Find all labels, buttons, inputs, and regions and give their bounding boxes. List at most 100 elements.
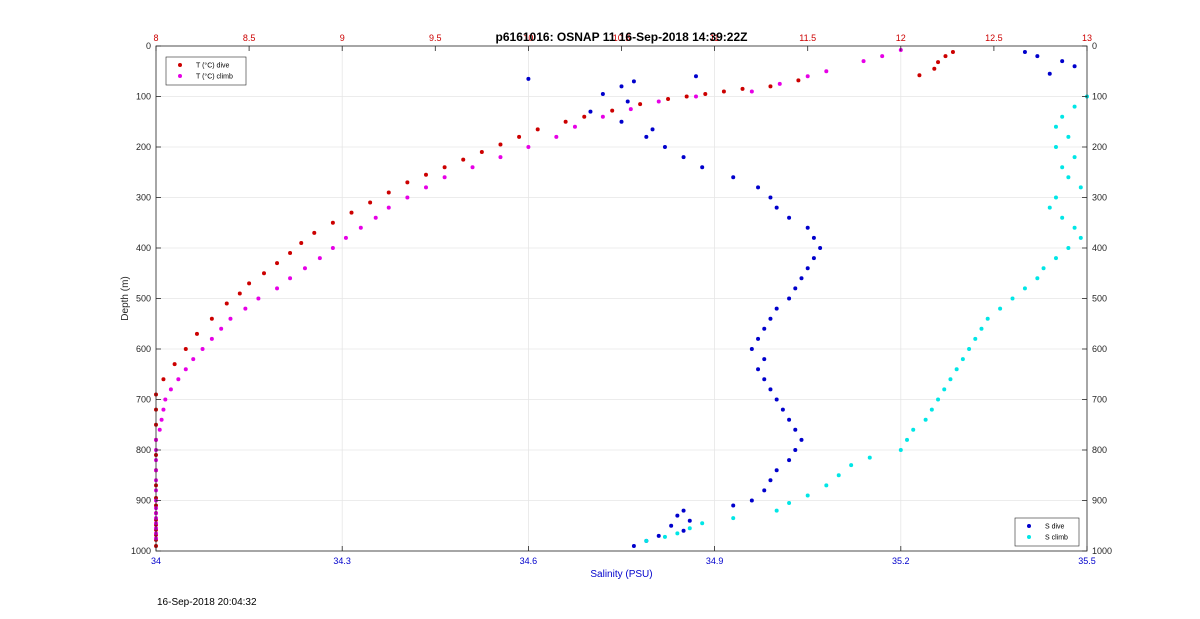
- data-point: [349, 210, 354, 215]
- data-point: [787, 501, 792, 506]
- data-point: [442, 175, 447, 180]
- data-point: [756, 336, 761, 341]
- data-point: [687, 526, 692, 531]
- data-point: [638, 102, 643, 107]
- data-point: [261, 271, 266, 276]
- data-point: [985, 316, 990, 321]
- data-point: [793, 286, 798, 291]
- data-point: [818, 246, 823, 250]
- data-point: [373, 215, 378, 220]
- data-point: [787, 215, 792, 220]
- y-tick-label-right: 500: [1092, 294, 1107, 304]
- y-tick-label-right: 700: [1092, 395, 1107, 405]
- data-point: [1022, 50, 1027, 55]
- data-point: [796, 78, 801, 83]
- data-point: [1035, 276, 1040, 281]
- data-point: [948, 377, 953, 382]
- data-point: [861, 59, 866, 64]
- data-point: [756, 367, 761, 372]
- x-tick-label-top: 10.5: [613, 33, 631, 43]
- data-point: [774, 306, 779, 311]
- y-tick-label-right: 0: [1092, 41, 1097, 51]
- data-point: [631, 543, 636, 548]
- data-point: [880, 54, 885, 59]
- x-tick-label-bottom: 35.2: [892, 556, 910, 566]
- data-point: [563, 119, 568, 124]
- data-point: [749, 347, 754, 351]
- data-point: [693, 74, 698, 79]
- y-axis-label: Depth (m): [120, 276, 131, 320]
- data-point: [423, 185, 428, 190]
- data-point: [666, 97, 671, 102]
- data-point: [1066, 246, 1071, 250]
- data-point: [161, 407, 166, 412]
- data-point: [157, 427, 162, 432]
- data-point: [898, 448, 903, 452]
- legend-marker: [1027, 524, 1031, 528]
- data-point: [954, 367, 959, 372]
- data-point: [498, 155, 503, 160]
- data-point: [1060, 165, 1065, 170]
- data-point: [805, 266, 810, 271]
- legend-label: T (°C) dive: [196, 62, 230, 70]
- legend-box: [165, 56, 247, 86]
- data-point: [1060, 114, 1065, 119]
- data-point: [1072, 225, 1077, 230]
- data-point: [960, 357, 965, 362]
- data-point: [787, 417, 792, 422]
- data-point: [1053, 145, 1058, 149]
- data-point: [681, 508, 686, 513]
- data-point: [256, 296, 261, 301]
- data-point: [774, 205, 779, 210]
- data-point: [302, 266, 307, 271]
- x-tick-label-top: 12: [896, 33, 906, 43]
- data-point: [526, 76, 531, 81]
- data-point: [849, 463, 854, 468]
- chart-title: p6161016: OSNAP 11 16-Sep-2018 14:39:22Z: [496, 30, 748, 44]
- y-tick-label-right: 1000: [1092, 546, 1112, 556]
- data-point: [681, 155, 686, 160]
- y-tick-label-left: 900: [136, 496, 151, 506]
- data-point: [275, 261, 280, 266]
- data-point: [554, 134, 559, 139]
- data-point: [176, 377, 181, 382]
- data-point: [1078, 235, 1083, 240]
- data-point: [461, 157, 466, 162]
- x-axis-label-bottom: Salinity (PSU): [590, 569, 652, 580]
- y-tick-label-left: 1000: [131, 546, 151, 556]
- data-point: [656, 99, 661, 104]
- data-point: [219, 326, 224, 331]
- data-point: [731, 516, 736, 521]
- x-tick-label-top: 8.5: [243, 33, 256, 43]
- data-point: [572, 124, 577, 129]
- y-tick-label-right: 600: [1092, 344, 1107, 354]
- data-point: [600, 91, 605, 96]
- y-tick-label-right: 300: [1092, 193, 1107, 203]
- data-point: [867, 455, 872, 460]
- data-point: [517, 134, 522, 139]
- data-point: [787, 296, 792, 301]
- data-point: [675, 513, 680, 518]
- data-point: [191, 357, 196, 362]
- data-point: [684, 94, 689, 99]
- chart-marks: [154, 48, 1089, 548]
- legend-box: [1014, 517, 1080, 547]
- data-point: [998, 306, 1003, 311]
- data-point: [656, 533, 661, 538]
- chart-axes: 0 0 100 100 200 200 300 300 400 400 500 500 600 600 70…: [131, 33, 1112, 566]
- data-point: [343, 235, 348, 240]
- x-tick-label-bottom: 35.5: [1078, 556, 1096, 566]
- y-tick-label-left: 800: [136, 445, 151, 455]
- x-tick-label-top: 10: [523, 33, 533, 43]
- footer-timestamp: 16-Sep-2018 20:04:32: [157, 597, 257, 608]
- y-tick-label-right: 800: [1092, 445, 1107, 455]
- data-point: [905, 437, 910, 442]
- data-point: [768, 478, 773, 483]
- y-tick-label-left: 700: [136, 395, 151, 405]
- legend-label: S climb: [1045, 535, 1068, 542]
- data-point: [799, 276, 804, 281]
- data-point: [777, 81, 782, 86]
- data-point: [805, 225, 810, 230]
- data-point: [237, 291, 242, 296]
